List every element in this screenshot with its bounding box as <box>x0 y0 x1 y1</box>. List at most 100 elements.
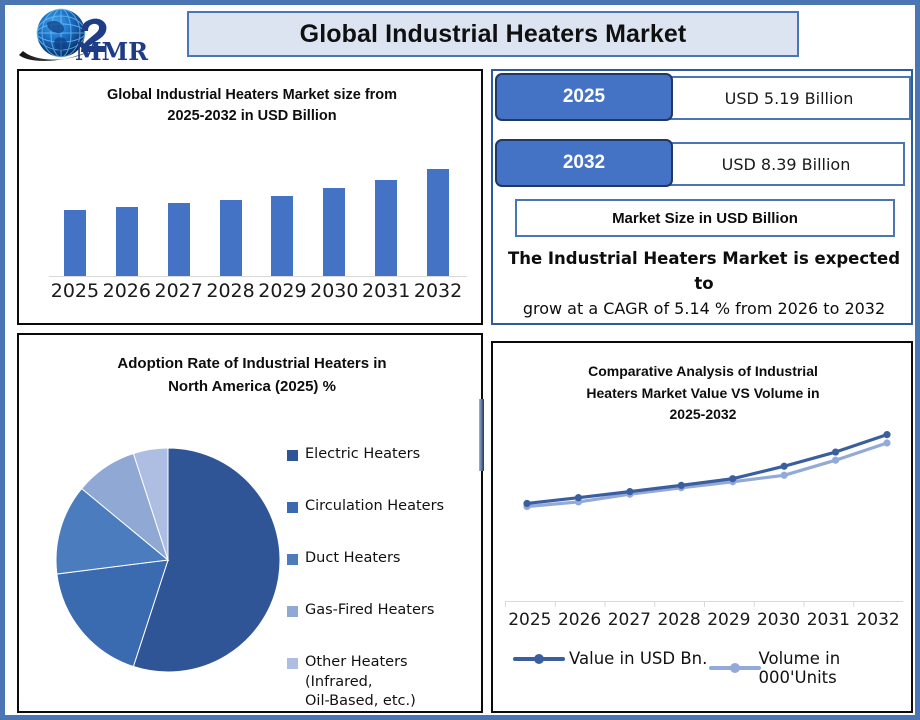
line-x-label-2029: 2029 <box>707 610 751 630</box>
line-x-label-2031: 2031 <box>806 610 850 630</box>
line-x-label-2027: 2027 <box>607 610 651 630</box>
pie-legend-label: Other Heaters (Infrared, Oil-Based, etc.) <box>305 654 416 710</box>
bar-column <box>49 159 101 277</box>
pie-legend-label: Electric Heaters <box>305 446 421 462</box>
cagr-note-line2: grow at a CAGR of 5.14 % from 2026 to 20… <box>522 298 886 318</box>
line-data-point <box>831 448 840 456</box>
bar-x-label-2028: 2028 <box>206 280 255 302</box>
bar-x-label-2029: 2029 <box>258 280 307 302</box>
line-chart-title: Comparative Analysis of Industrial Heate… <box>509 361 897 426</box>
pie-title-line2: North America (2025) % <box>168 377 336 395</box>
bar-title-line2: 2025-2032 in USD Billion <box>167 108 337 125</box>
line-x-label-2030: 2030 <box>756 610 801 630</box>
market-value-2032: USD 8.39 Billion <box>667 142 905 186</box>
line-series-path <box>525 433 889 506</box>
line-chart-x-axis: 2025 2026 2027 2028 2029 2030 2031 2032 <box>505 601 903 641</box>
line-title-line1: Comparative Analysis of Industrial <box>588 363 818 379</box>
line-legend-marker-icon <box>709 661 761 675</box>
legend-swatch-icon <box>287 450 298 461</box>
line-legend-label: Volume in 000'Units <box>758 649 841 687</box>
line-legend-label: Value in USD Bn. <box>569 649 708 668</box>
bar-chart-plot <box>49 159 464 277</box>
market-size-caption: Market Size in USD Billion <box>515 199 895 237</box>
bar-x-label-2027: 2027 <box>154 280 203 302</box>
bar-chart-baseline <box>49 276 467 277</box>
legend-swatch-icon <box>287 606 298 617</box>
pie-title-line1: Adoption Rate of Industrial Heaters in <box>117 355 387 372</box>
bar-x-label-2025: 2025 <box>50 280 100 302</box>
bar-2031 <box>375 180 398 277</box>
pie-slice-0 <box>132 447 281 673</box>
pie-chart-title: Adoption Rate of Industrial Heaters in N… <box>37 353 467 398</box>
panel-edge-artifact <box>479 399 484 471</box>
pie-legend-label: Gas-Fired Heaters <box>305 602 435 618</box>
line-chart-plot <box>505 427 903 609</box>
pie-legend-item: Other Heaters (Infrared, Oil-Based, etc.) <box>287 653 477 712</box>
bar-x-label-2030: 2030 <box>310 280 359 302</box>
line-series-path <box>525 441 889 509</box>
bar-column <box>101 159 153 277</box>
bar-column <box>412 159 464 277</box>
bar-chart-title: Global Industrial Heaters Market size fr… <box>37 85 467 127</box>
line-data-point <box>574 494 583 502</box>
pie-slice-1 <box>56 559 169 668</box>
line-legend-item: Value in USD Bn. <box>513 649 707 668</box>
line-legend-marker-icon <box>513 652 565 666</box>
bar-2032 <box>427 169 450 277</box>
bar-x-label-2031: 2031 <box>362 280 411 302</box>
line-data-point <box>523 499 531 508</box>
line-data-point <box>883 439 891 447</box>
header: MMR Global Industrial Heaters Market <box>5 5 915 67</box>
line-x-label-2032: 2032 <box>856 610 900 630</box>
line-data-point <box>831 456 840 464</box>
line-title-line3: 2025-2032 <box>669 406 737 423</box>
line-data-point <box>626 488 634 496</box>
kpi-row-forecast-year: 2032 USD 8.39 Billion <box>495 139 913 187</box>
bar-x-label-2032: 2032 <box>413 280 463 302</box>
bar-column <box>308 159 360 277</box>
svg-text:MMR: MMR <box>75 37 149 66</box>
mmr-globe-logo: MMR <box>13 5 173 67</box>
bar-title-line1: Global Industrial Heaters Market size fr… <box>106 87 398 103</box>
year-badge-2032: 2032 <box>495 139 673 187</box>
pie-legend-label: Duct Heaters <box>305 550 401 566</box>
line-data-point <box>780 462 788 470</box>
pie-legend-item: Gas-Fired Heaters <box>287 601 434 621</box>
bar-column <box>360 159 412 277</box>
year-badge-2025: 2025 <box>495 73 673 121</box>
line-data-point <box>883 431 891 439</box>
bar-2028 <box>219 200 242 277</box>
line-legend-item: Volume in 000'Units <box>709 649 903 687</box>
line-x-label-2025: 2025 <box>508 610 552 630</box>
pie-chart-graphic <box>53 445 283 675</box>
line-chart-legend: Value in USD Bn. Volume in 000'Units <box>513 649 903 687</box>
line-chart-panel: Comparative Analysis of Industrial Heate… <box>491 341 913 713</box>
line-data-point <box>780 471 788 479</box>
cagr-note: The Industrial Heaters Market is expecte… <box>503 247 905 321</box>
main-title-box: Global Industrial Heaters Market <box>187 11 799 57</box>
pie-slice-2 <box>55 487 170 575</box>
bar-chart-panel: Global Industrial Heaters Market size fr… <box>17 69 483 325</box>
line-title-line2: Heaters Market Value VS Volume in <box>586 384 820 401</box>
page-title: Global Industrial Heaters Market <box>299 19 687 48</box>
bar-2030 <box>323 188 346 277</box>
kpi-row-base-year: 2025 USD 5.19 Billion <box>495 73 913 121</box>
legend-swatch-icon <box>287 502 298 513</box>
bar-column <box>153 159 205 277</box>
bar-2027 <box>167 203 190 277</box>
bar-x-label-2026: 2026 <box>102 280 151 302</box>
pie-legend-item: Circulation Heaters <box>287 497 444 517</box>
bar-2029 <box>271 196 294 277</box>
line-data-point <box>677 481 685 489</box>
line-x-label-2028: 2028 <box>657 610 701 630</box>
pie-legend-item: Duct Heaters <box>287 549 400 569</box>
market-size-panel: 2025 USD 5.19 Billion 2032 USD 8.39 Bill… <box>491 69 913 325</box>
pie-legend-item: Electric Heaters <box>287 445 420 465</box>
bar-2025 <box>63 210 86 277</box>
pie-legend-label: Circulation Heaters <box>305 498 445 514</box>
market-value-2025: USD 5.19 Billion <box>667 76 911 120</box>
legend-swatch-icon <box>287 554 298 565</box>
line-x-label-2026: 2026 <box>557 610 602 630</box>
bar-2026 <box>115 207 138 277</box>
